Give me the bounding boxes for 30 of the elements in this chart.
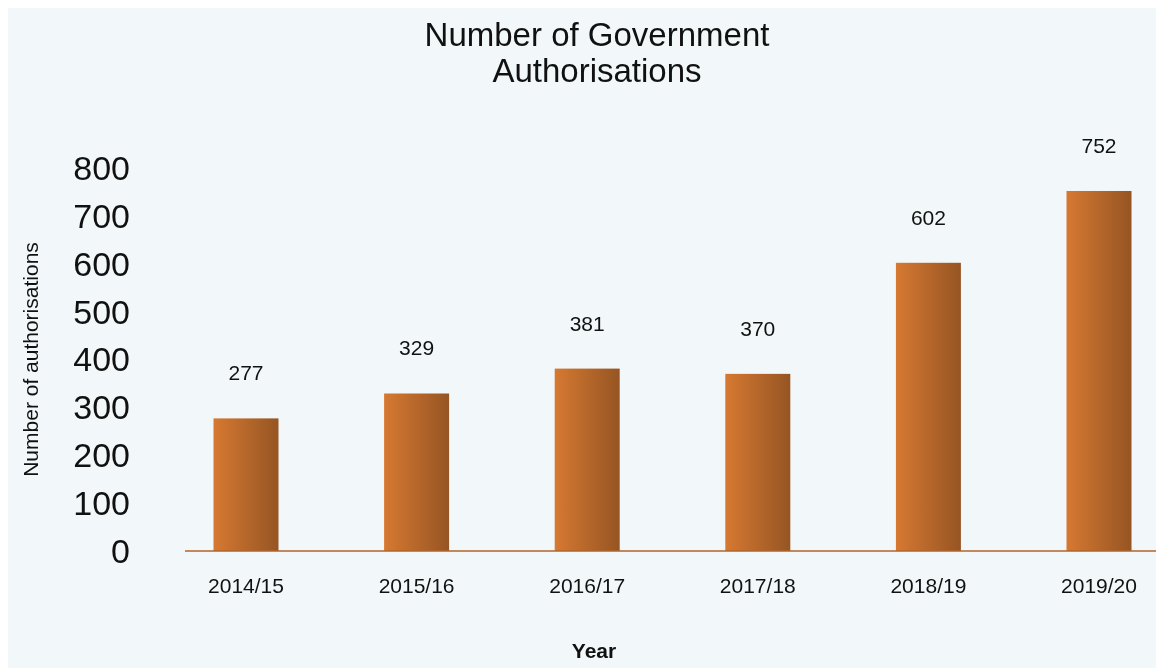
chart-title: Number of Government Authorisations [424,16,770,89]
x-tick-label: 2015/16 [378,574,455,597]
y-tick-label: 700 [73,196,130,235]
data-label: 602 [910,205,946,229]
x-axis-title: Year [571,639,617,662]
data-label: 370 [740,316,776,340]
y-tick-label: 300 [73,388,130,427]
y-tick-label: 100 [73,484,130,523]
bar [554,368,620,551]
y-axis-title: Number of authorisations [19,242,42,477]
bar [725,373,791,551]
y-tick-label: 800 [73,148,130,187]
x-tick-label: 2016/17 [549,574,626,597]
bar [895,262,961,551]
y-tick-label: 500 [73,292,130,331]
data-label: 329 [399,336,435,360]
data-label: 277 [228,361,264,385]
x-tick-label: 2018/19 [890,574,967,597]
bar [213,418,279,551]
y-tick-label: 600 [73,244,130,283]
data-label: 381 [569,311,605,335]
x-tick-label: 2017/18 [719,574,796,597]
x-tick-label: 2014/15 [208,574,284,597]
bar [1066,190,1132,551]
x-tick-label: 2019/20 [1061,574,1137,597]
bar [384,393,450,551]
y-tick-label: 200 [73,436,130,475]
data-label: 752 [1081,133,1117,157]
y-tick-label: 0 [111,531,130,570]
y-tick-label: 400 [73,340,130,379]
